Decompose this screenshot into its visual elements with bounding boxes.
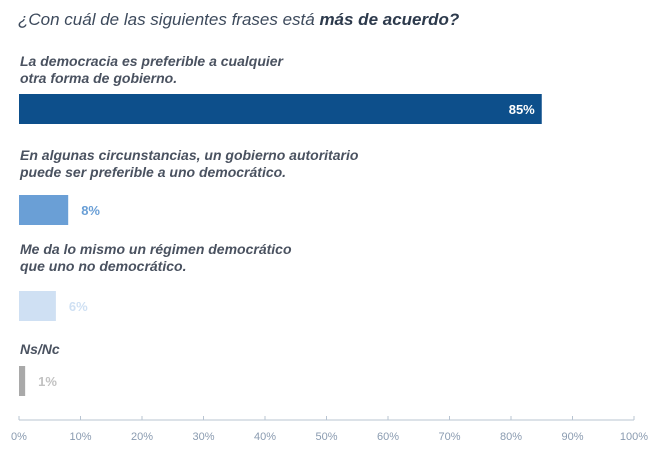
category-label: La democracia es preferible a cualquier bbox=[20, 53, 285, 69]
category-label: otra forma de gobierno. bbox=[20, 70, 177, 86]
bar bbox=[19, 366, 26, 396]
x-tick-label: 100% bbox=[620, 431, 648, 443]
x-tick-label: 90% bbox=[561, 431, 583, 443]
category-label: que uno no democrático. bbox=[20, 258, 186, 274]
x-tick-label: 80% bbox=[500, 431, 522, 443]
chart-title: ¿Con cuál de las siguientes frases está … bbox=[18, 10, 658, 30]
x-tick-label: 70% bbox=[438, 431, 460, 443]
data-label: 85% bbox=[509, 102, 535, 117]
category-label: En algunas circunstancias, un gobierno a… bbox=[20, 147, 359, 163]
chart-title-emphasis: más de acuerdo? bbox=[319, 10, 460, 29]
bar bbox=[19, 195, 69, 225]
category-label: Ns/Nc bbox=[20, 341, 60, 357]
x-tick-label: 10% bbox=[69, 431, 91, 443]
x-tick-label: 0% bbox=[11, 431, 27, 443]
data-label: 1% bbox=[38, 374, 57, 389]
category-label: puede ser preferible a uno democrático. bbox=[19, 164, 286, 180]
x-tick-label: 30% bbox=[192, 431, 214, 443]
x-tick-label: 40% bbox=[254, 431, 276, 443]
bar bbox=[19, 291, 56, 321]
x-tick-label: 60% bbox=[377, 431, 399, 443]
category-label: Me da lo mismo un régimen democrático bbox=[20, 241, 292, 257]
x-tick-label: 20% bbox=[131, 431, 153, 443]
data-label: 8% bbox=[81, 203, 100, 218]
x-tick-label: 50% bbox=[315, 431, 337, 443]
chart-title-prefix: ¿Con cuál de las siguientes frases está bbox=[18, 10, 320, 29]
bar bbox=[19, 94, 542, 124]
data-label: 6% bbox=[69, 299, 88, 314]
